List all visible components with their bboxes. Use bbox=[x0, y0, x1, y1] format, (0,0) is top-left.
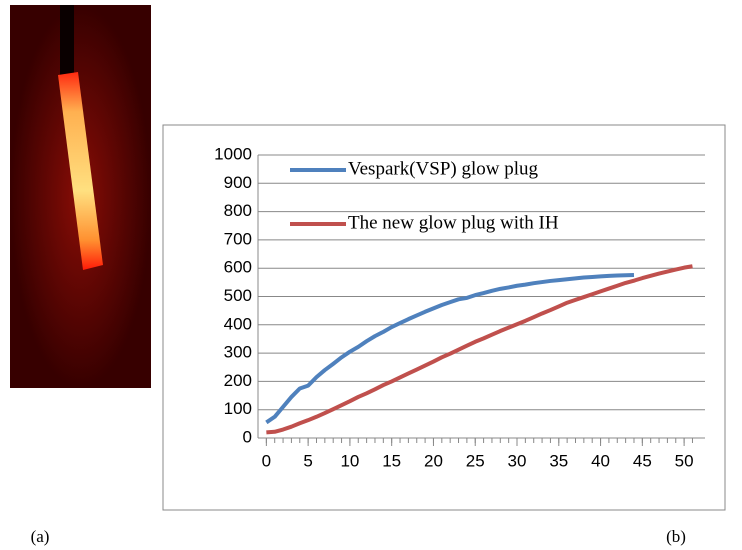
x-tick-label: 0 bbox=[262, 451, 271, 470]
legend-label: Vespark(VSP) glow plug bbox=[348, 158, 538, 179]
y-tick-label: 200 bbox=[224, 371, 252, 390]
x-tick-label: 45 bbox=[633, 451, 652, 470]
photo bbox=[10, 5, 151, 388]
series-line bbox=[265, 272, 635, 425]
caption: (a) bbox=[31, 527, 50, 546]
y-tick-label: 100 bbox=[224, 399, 252, 418]
y-tick-label: 600 bbox=[224, 258, 252, 277]
legend-label: The new glow plug with IH bbox=[348, 212, 559, 233]
y-tick-label: 300 bbox=[224, 343, 252, 362]
series-line bbox=[266, 264, 693, 435]
x-tick-label: 50 bbox=[675, 451, 694, 470]
x-tick-label: 35 bbox=[549, 451, 568, 470]
x-tick-label: 30 bbox=[508, 451, 527, 470]
x-tick-label: 5 bbox=[303, 451, 312, 470]
chart-frame bbox=[162, 124, 726, 511]
y-tick-label: 0 bbox=[243, 427, 252, 446]
x-tick-label: 20 bbox=[424, 451, 443, 470]
y-tick-label: 800 bbox=[224, 201, 252, 220]
x-tick-label: 25 bbox=[466, 451, 485, 470]
caption: (b) bbox=[666, 527, 686, 546]
y-tick-label: 900 bbox=[224, 173, 252, 192]
y-tick-label: 500 bbox=[224, 286, 252, 305]
x-tick-label: 10 bbox=[340, 451, 359, 470]
x-tick-label: 15 bbox=[382, 451, 401, 470]
y-tick-label: 1000 bbox=[214, 144, 252, 163]
x-tick-label: 40 bbox=[591, 451, 610, 470]
y-tick-label: 400 bbox=[224, 314, 252, 333]
y-tick-label: 700 bbox=[224, 229, 252, 248]
